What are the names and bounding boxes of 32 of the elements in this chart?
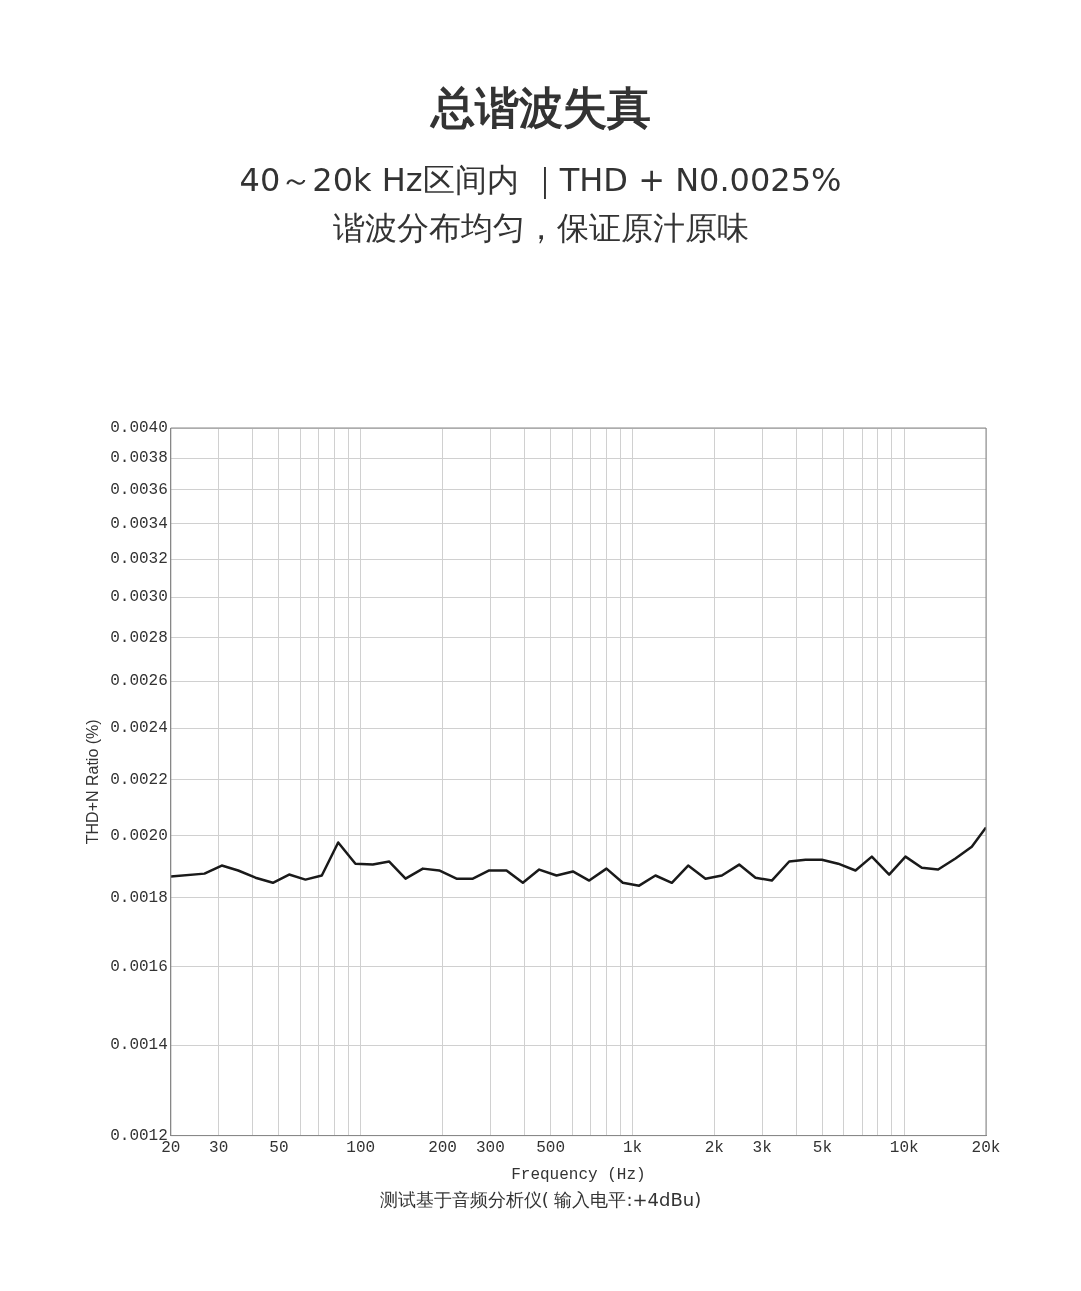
x-tick-label: 200 [428, 1139, 457, 1158]
y-tick-label: 0.0020 [110, 826, 168, 845]
y-tick-label: 0.0032 [110, 550, 168, 569]
y-tick-label: 0.0022 [110, 770, 168, 789]
chart-subtitle: 40～20k Hz区间内 ｜THD + N0.0025% [238, 160, 843, 200]
x-tick-label: 10k [889, 1139, 919, 1158]
x-tick-label: 2k [704, 1139, 724, 1158]
chart-title: 总谐波失真 [429, 81, 652, 135]
y-axis-title: THD+N Ratio (%) [84, 719, 102, 845]
y-tick-label: 0.0034 [110, 514, 168, 533]
x-tick-label: 3k [752, 1139, 772, 1158]
x-tick-label: 100 [346, 1139, 376, 1158]
y-tick-label: 0.0040 [110, 419, 168, 438]
text: 谐波分布均匀，保证原汁原味 [331, 208, 750, 248]
y-tick-label: 0.0028 [110, 628, 168, 647]
y-tick-label: 0.0016 [110, 957, 168, 976]
x-tick-label: 500 [536, 1139, 566, 1158]
text: 测试基于音频分析仪( 输入电平:+4dBu) [378, 1188, 703, 1212]
y-tick-label: 0.0030 [110, 588, 168, 607]
x-tick-label: 20k [971, 1139, 1001, 1158]
x-tick-label: 50 [269, 1139, 289, 1158]
y-tick-label: 0.0038 [110, 449, 168, 468]
y-tick-label: 0.0014 [110, 1036, 168, 1055]
y-tick-label: 0.0036 [110, 481, 168, 500]
x-axis-title: Frequency (Hz) [511, 1165, 646, 1184]
x-tick-label: 5k [812, 1139, 832, 1158]
y-tick-label: 0.0024 [110, 719, 168, 738]
y-tick-label: 0.0026 [110, 672, 168, 691]
x-tick-label: 30 [209, 1139, 229, 1158]
y-tick-label: 0.0018 [110, 888, 168, 907]
x-tick-label: 1k [622, 1139, 643, 1158]
x-tick-label: 300 [475, 1139, 505, 1158]
